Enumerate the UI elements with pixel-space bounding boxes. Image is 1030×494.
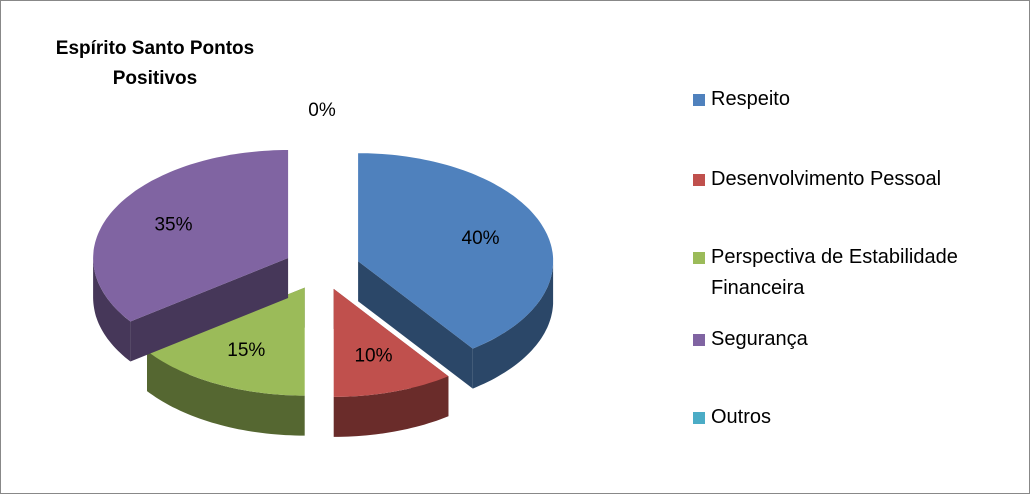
slice-top <box>147 287 305 396</box>
legend-swatch <box>693 174 705 186</box>
legend-swatch <box>693 334 705 346</box>
chart-title: Espírito Santo Pontos Positivos <box>55 38 255 89</box>
pie-slice <box>93 150 289 362</box>
slice-side <box>358 261 473 389</box>
slice-top <box>358 153 554 349</box>
slice-top <box>333 288 449 397</box>
data-label: 15% <box>227 340 265 361</box>
legend-item: Outros <box>693 402 1021 433</box>
slice-wall <box>472 261 554 389</box>
legend-item: Segurança <box>693 324 1021 355</box>
legend-item: Respeito <box>693 84 1021 115</box>
data-label: 10% <box>354 346 392 367</box>
slice-wall <box>147 351 305 436</box>
legend-label: Perspectiva de Estabilidade Financeira <box>711 246 958 299</box>
data-label: 0% <box>308 100 336 121</box>
legend-label: Desenvolvimento Pessoal <box>711 168 942 190</box>
pie-slice <box>147 287 305 436</box>
legend-swatch <box>693 94 705 106</box>
data-label: 40% <box>462 228 500 249</box>
pie-slice <box>333 288 449 437</box>
legend-item: Desenvolvimento Pessoal <box>693 164 1021 195</box>
legend-label: Segurança <box>711 328 808 350</box>
data-label: 35% <box>154 215 192 236</box>
legend-swatch <box>693 412 705 424</box>
slice-side <box>130 258 289 362</box>
legend-label: Outros <box>711 406 772 428</box>
legend-item: Perspectiva de Estabilidade Financeira <box>693 242 1021 304</box>
legend-swatch <box>693 252 705 264</box>
pie-slice <box>358 153 554 389</box>
slice-top <box>93 150 289 322</box>
slice-wall <box>93 258 131 362</box>
slice-wall <box>333 376 449 437</box>
legend-label: Respeito <box>711 88 790 110</box>
